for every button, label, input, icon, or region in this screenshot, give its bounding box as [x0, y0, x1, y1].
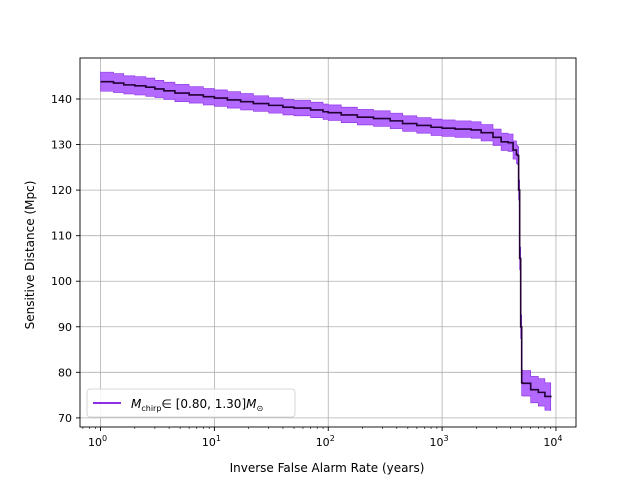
x-tick-label-exponent: 2 — [330, 434, 335, 443]
y-tick-label: 70 — [58, 412, 72, 425]
legend-symbol-subscript: chirp — [141, 404, 161, 413]
y-tick-label: 100 — [51, 275, 72, 288]
x-tick-label: 102 — [316, 434, 335, 449]
y-tick-label: 90 — [58, 321, 72, 334]
x-tick-label-base: 10 — [202, 436, 216, 449]
band-layer — [100, 71, 552, 412]
x-tick-label-base: 10 — [88, 436, 102, 449]
x-tick-label: 104 — [543, 434, 562, 449]
y-tick-label: 120 — [51, 184, 72, 197]
legend-label: Mchirp∈ [0.80, 1.30]M⊙ — [131, 397, 263, 413]
y-tick-label: 110 — [51, 230, 72, 243]
legend-range: ∈ [0.80, 1.30] — [161, 397, 246, 411]
line-layer — [100, 80, 552, 398]
legend-box — [86, 388, 296, 418]
x-tick-label-base: 10 — [543, 436, 557, 449]
x-tick-label-exponent: 0 — [102, 434, 107, 443]
legend-symbol: M — [131, 397, 142, 411]
y-tick-label: 130 — [51, 139, 72, 152]
y-tick-label: 140 — [51, 93, 72, 106]
sensitivity-curve — [100, 80, 552, 398]
x-tick-label-exponent: 1 — [216, 434, 221, 443]
legend-unit-symbol: M — [246, 397, 257, 411]
y-axis-label: Sensitive Distance (Mpc) — [23, 181, 37, 330]
x-tick-label-base: 10 — [430, 436, 444, 449]
confidence-band — [100, 71, 552, 412]
y-tick-label: 80 — [58, 366, 72, 379]
x-axis-label: Inverse False Alarm Rate (years) — [230, 461, 425, 475]
x-tick-label-base: 10 — [316, 436, 330, 449]
legend: Mchirp∈ [0.80, 1.30]M⊙ — [86, 388, 296, 418]
x-tick-label-exponent: 3 — [444, 434, 449, 443]
x-tick-label: 103 — [430, 434, 449, 449]
x-tick-label: 101 — [202, 434, 221, 449]
x-tick-label-exponent: 4 — [557, 434, 562, 443]
x-tick-label: 100 — [88, 434, 107, 449]
legend-unit-subscript: ⊙ — [256, 404, 263, 413]
